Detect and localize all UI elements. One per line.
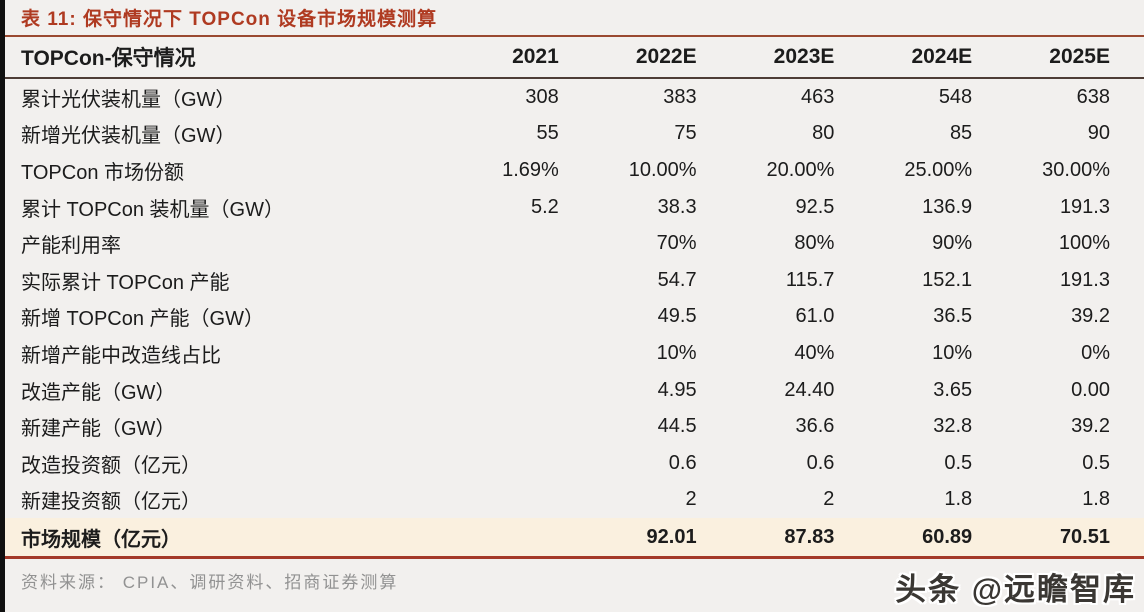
table-cell: 136.9: [922, 195, 973, 218]
header-col-2022e: 2022E: [635, 45, 697, 68]
table-cell: 191.3: [1059, 268, 1110, 291]
header-col-2024e: 2024E: [911, 45, 973, 68]
table-cell: 10%: [656, 341, 697, 364]
table-cell: 38.3: [657, 195, 697, 218]
page-left-edge-bar: [0, 0, 5, 612]
table-cell: 32.8: [933, 415, 973, 438]
watermark: 头条 @远瞻智库: [895, 572, 1136, 607]
table-cell: 10.00%: [628, 158, 697, 181]
table-cell: 80%: [794, 232, 835, 255]
header-col-2021: 2021: [512, 45, 559, 68]
table-cell: 152.1: [922, 268, 973, 291]
table-cell: 87.83: [784, 525, 835, 548]
table-cell: 638: [1076, 85, 1110, 108]
row-label: TOPCon 市场份额: [21, 161, 184, 184]
header-col-2025e: 2025E: [1049, 45, 1110, 68]
table-cell: 85: [949, 122, 973, 145]
table-row: 新增 TOPCon 产能（GW） 49.5 61.0 36.5 39.2: [5, 299, 1144, 336]
table-total-row: 市场规模（亿元） 92.01 87.83 60.89 70.51: [5, 518, 1144, 560]
table-cell: 36.5: [933, 305, 973, 328]
source-note: 资料来源： CPIA、调研资料、招商证券测算: [21, 573, 399, 593]
table-header-row: TOPCon-保守情况 2021 2022E 2023E 2024E 2025E: [5, 37, 1144, 79]
table-row: 新增光伏装机量（GW） 55 75 80 85 90: [5, 116, 1144, 153]
row-label: 改造投资额（亿元）: [21, 454, 201, 477]
table-cell: 3.65: [933, 378, 973, 401]
table-cell: 10%: [932, 341, 973, 364]
table-cell: 0.6: [668, 451, 697, 474]
table-cell: 61.0: [795, 305, 835, 328]
table-cell: 60.89: [922, 525, 973, 548]
table-cell: 75: [674, 122, 697, 145]
table-cell: 115.7: [785, 268, 835, 291]
table-cell: 70.51: [1059, 525, 1110, 548]
table-cell: 55: [536, 122, 559, 145]
row-label: 新增 TOPCon 产能（GW）: [21, 308, 264, 331]
table-cell: 44.5: [657, 415, 697, 438]
table-cell: 383: [663, 85, 697, 108]
table-cell: 2: [823, 488, 835, 511]
table-cell: 24.40: [784, 378, 835, 401]
table-row: 改造产能（GW） 4.95 24.40 3.65 0.00: [5, 372, 1144, 409]
table-cell: 90%: [932, 232, 973, 255]
table-row: 产能利用率 70% 80% 90% 100%: [5, 225, 1144, 262]
table-row: TOPCon 市场份额 1.69% 10.00% 20.00% 25.00% 3…: [5, 152, 1144, 189]
header-col-2023e: 2023E: [773, 45, 835, 68]
table-cell: 1.8: [944, 488, 973, 511]
header-label: TOPCon-保守情况: [21, 47, 196, 70]
table-row: 新建产能（GW） 44.5 36.6 32.8 39.2: [5, 408, 1144, 445]
table-cell: 0.5: [944, 451, 973, 474]
table-row: 累计光伏装机量（GW） 308 383 463 548 638: [5, 79, 1144, 116]
table-cell: 70%: [656, 232, 697, 255]
row-label: 新建产能（GW）: [21, 418, 176, 441]
table-cell: 90: [1087, 122, 1110, 145]
row-label: 新增产能中改造线占比: [21, 344, 221, 367]
table-cell: 20.00%: [766, 158, 835, 181]
table-row: 改造投资额（亿元） 0.6 0.6 0.5 0.5: [5, 445, 1144, 482]
table-cell: 100%: [1058, 232, 1110, 255]
table-cell: 25.00%: [904, 158, 973, 181]
table-cell: 0.6: [806, 451, 835, 474]
row-label: 新建投资额（亿元）: [21, 491, 201, 514]
report-table-figure: 表 11: 保守情况下 TOPCon 设备市场规模测算 TOPCon-保守情况 …: [5, 0, 1144, 612]
table-row: 累计 TOPCon 装机量（GW） 5.2 38.3 92.5 136.9 19…: [5, 189, 1144, 226]
table-cell: 1.69%: [502, 158, 559, 181]
table-cell: 92.5: [795, 195, 835, 218]
table-cell: 5.2: [530, 195, 559, 218]
table-cell: 30.00%: [1042, 158, 1110, 181]
title-rule: [5, 35, 1144, 37]
table-title: 表 11: 保守情况下 TOPCon 设备市场规模测算: [21, 9, 438, 30]
table-cell: 548: [938, 85, 973, 108]
table-cell: 1.8: [1082, 488, 1110, 511]
table-cell: 54.7: [657, 268, 697, 291]
row-label: 改造产能（GW）: [21, 381, 176, 404]
table-cell: 36.6: [795, 415, 835, 438]
table-cell: 0.5: [1082, 451, 1110, 474]
table-cell: 463: [801, 85, 835, 108]
table-row: 新增产能中改造线占比 10% 40% 10% 0%: [5, 335, 1144, 372]
row-label: 实际累计 TOPCon 产能: [21, 271, 230, 294]
table-cell: 0.00: [1071, 378, 1110, 401]
table-cell: 39.2: [1071, 415, 1110, 438]
row-label: 累计 TOPCon 装机量（GW）: [21, 198, 284, 221]
table-cell: 0%: [1081, 341, 1110, 364]
total-row-label: 市场规模（亿元）: [21, 528, 181, 551]
row-label: 新增光伏装机量（GW）: [21, 125, 236, 148]
row-label: 产能利用率: [21, 235, 121, 258]
table-cell: 4.95: [657, 378, 697, 401]
row-label: 累计光伏装机量（GW）: [21, 88, 236, 111]
table-cell: 308: [525, 85, 559, 108]
table-cell: 39.2: [1071, 305, 1110, 328]
table-cell: 40%: [794, 341, 835, 364]
table-cell: 2: [685, 488, 697, 511]
table-cell: 191.3: [1059, 195, 1110, 218]
table-row: 实际累计 TOPCon 产能 54.7 115.7 152.1 191.3: [5, 262, 1144, 299]
table-cell: 49.5: [657, 305, 697, 328]
table-cell: 92.01: [646, 525, 697, 548]
table-row: 新建投资额（亿元） 2 2 1.8 1.8: [5, 482, 1144, 519]
table-cell: 80: [812, 122, 835, 145]
